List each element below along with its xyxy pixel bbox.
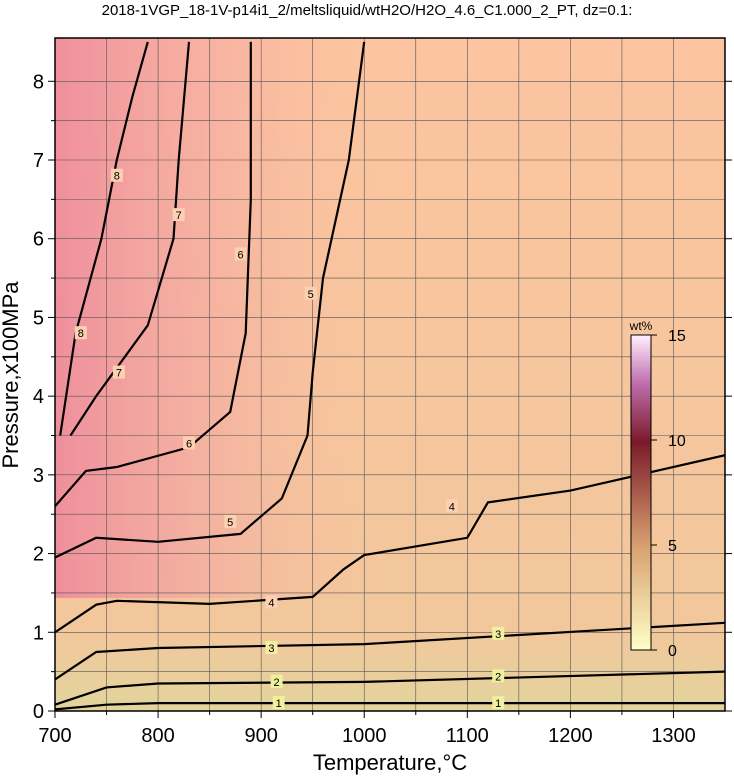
contour-label: 2: [274, 677, 280, 689]
y-tick-label: 7: [33, 150, 44, 172]
contour-line: [55, 454, 725, 634]
contour-label-bg: [234, 247, 247, 261]
y-tick-label: 4: [33, 386, 44, 408]
x-tick-label: 900: [244, 725, 277, 747]
contour-line: [59, 41, 149, 436]
contour-label: 6: [186, 438, 192, 450]
contour-labels: 1 1 2 2 3 3 4 4 5 5 6 6 7 7 8 8: [74, 168, 505, 710]
contour-line: [55, 702, 725, 711]
contour-label: 6: [237, 249, 243, 261]
x-tick-label: 700: [38, 725, 71, 747]
contour-label: 7: [116, 368, 122, 380]
contour-label: 1: [495, 698, 501, 710]
contour-label: 3: [495, 629, 501, 641]
contour-label-bg: [270, 674, 283, 688]
contour-label: 5: [227, 517, 233, 529]
colorbar-label: wt%: [629, 319, 653, 333]
y-tick-label: 0: [33, 701, 44, 723]
colorbar-axis: 0 5 10 15: [651, 328, 686, 660]
contour-line: [55, 41, 252, 508]
y-tick-label: 2: [33, 544, 44, 566]
field-fill: [55, 38, 725, 598]
contours: [55, 41, 725, 711]
plot-background: [55, 38, 725, 711]
contour-label-bg: [492, 626, 505, 640]
contour-label: 7: [176, 210, 182, 222]
grid: [54, 38, 725, 712]
colorbar-tick-label: 5: [668, 538, 677, 555]
colorbar-tick-label: 15: [668, 328, 686, 345]
contour-label: 3: [268, 643, 274, 655]
y-tick-label: 8: [33, 71, 44, 93]
contour-label-bg: [492, 696, 505, 710]
contour-label-bg: [74, 326, 87, 340]
contour-label: 8: [114, 171, 120, 183]
contour-label: 8: [78, 328, 84, 340]
x-tick-label: 1000: [342, 725, 387, 747]
contour-label: 4: [449, 501, 455, 513]
y-tick-label: 5: [33, 307, 44, 329]
contour-label: 1: [276, 698, 282, 710]
x-tick-label: 1100: [446, 725, 489, 747]
y-tick-label: 6: [33, 229, 44, 251]
plot-frame: [54, 37, 726, 712]
contour-label-bg: [304, 286, 317, 300]
x-tick-label: 800: [141, 725, 174, 747]
y-tick-label: 3: [33, 465, 44, 487]
contour-line: [55, 41, 366, 559]
contour-label: 4: [268, 597, 274, 609]
contour-label-bg: [110, 168, 123, 182]
x-axis-label: Temperature,°C: [313, 750, 467, 775]
x-tick-label: 1300: [651, 725, 696, 747]
contour-label-bg: [183, 436, 195, 450]
contour-label-bg: [492, 669, 505, 683]
contour-label-bg: [265, 595, 278, 609]
colorbar: [630, 334, 652, 651]
x-tick-label: 1200: [548, 725, 593, 747]
contour-label-bg: [112, 365, 125, 379]
contour-label: 5: [308, 289, 314, 301]
contour-line: [55, 621, 725, 681]
y-axis-label: Pressure,x100MPa: [0, 281, 23, 469]
y-tick-label: 1: [33, 622, 44, 644]
contour-label-bg: [272, 696, 285, 710]
contour-label-bg: [265, 641, 278, 655]
chart-title: 2018-1VGP_18-1V-p14i1_2/meltsliquid/wtH2…: [102, 2, 633, 19]
colorbar-tick-label: 0: [668, 643, 677, 660]
colorbar-tick-label: 10: [668, 433, 686, 450]
contour-label-bg: [445, 499, 458, 513]
contour-line: [69, 41, 191, 437]
contour-line: [55, 670, 725, 706]
contour-label-bg: [172, 208, 185, 222]
contour-label-bg: [224, 515, 237, 529]
contour-label: 2: [495, 671, 501, 683]
